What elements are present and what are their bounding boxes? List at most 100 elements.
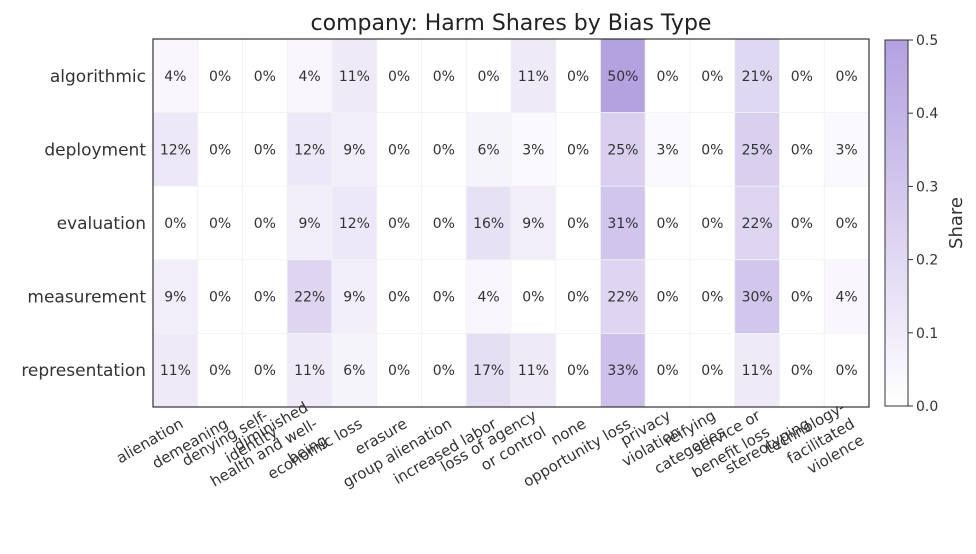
cell-label: 0% <box>388 290 410 306</box>
heatmap-cell <box>689 185 736 261</box>
heatmap-cell <box>331 332 378 408</box>
cell-label: 12% <box>339 216 370 232</box>
cell-label: 11% <box>742 363 773 379</box>
cell-label: 0% <box>254 216 276 232</box>
colorbar-tick-label: 0.1 <box>916 326 938 342</box>
cell-label: 12% <box>294 142 325 158</box>
cell-label: 0% <box>478 69 500 85</box>
heatmap-cell <box>286 332 333 408</box>
colorbar-label: Share <box>946 197 967 249</box>
cell-label: 0% <box>701 216 723 232</box>
heatmap-cell <box>734 185 780 261</box>
cell-label: 12% <box>160 142 191 158</box>
cell-label: 0% <box>791 142 813 158</box>
cell-label: 0% <box>657 69 679 85</box>
cell-label: 33% <box>607 363 638 379</box>
heatmap-cells: 4% 0% 0% 4% 11% 0% 0% 0% 11% 0% 50% 0% 0% 21% 0% 0% 12% 0… <box>152 38 870 408</box>
heatmap-cell <box>286 38 333 113</box>
cell-label: 9% <box>299 216 321 232</box>
cell-label: 0% <box>567 363 589 379</box>
heatmap-cell <box>421 112 467 187</box>
cell-label: 0% <box>209 363 231 379</box>
cell-label: 11% <box>518 69 549 85</box>
heatmap-cell <box>465 332 512 408</box>
row-label: evaluation <box>57 214 146 234</box>
heatmap-cell <box>152 38 199 113</box>
colorbar-tick-label: 0.4 <box>916 106 938 122</box>
heatmap-cell <box>465 38 512 113</box>
cell-label: 0% <box>209 216 231 232</box>
heatmap-cell <box>510 112 557 187</box>
colorbar-tick-label: 0.5 <box>916 33 938 49</box>
cell-label: 0% <box>701 363 723 379</box>
cell-label: 0% <box>567 216 589 232</box>
heatmap-cell <box>152 259 199 334</box>
heatmap-cell <box>376 185 422 261</box>
cell-label: 0% <box>433 290 455 306</box>
cell-label: 4% <box>836 290 858 306</box>
cell-label: 0% <box>388 363 410 379</box>
cell-label: 0% <box>388 69 410 85</box>
cell-label: 9% <box>343 142 365 158</box>
cell-label: 0% <box>657 290 679 306</box>
row-label: representation <box>21 361 146 381</box>
cell-label: 0% <box>701 142 723 158</box>
plot-frame <box>152 38 870 408</box>
heatmap-cell <box>242 185 288 261</box>
cell-label: 22% <box>294 290 325 306</box>
cell-label: 0% <box>433 216 455 232</box>
cell-label: 11% <box>518 363 549 379</box>
heatmap-cell <box>197 259 243 334</box>
heatmap-cell <box>823 185 870 261</box>
heatmap-cell <box>823 259 870 334</box>
heatmap-cell <box>779 332 825 408</box>
cell-label: 4% <box>164 69 186 85</box>
cell-label: 0% <box>254 290 276 306</box>
cell-label: 22% <box>742 216 773 232</box>
cell-label: 0% <box>791 363 813 379</box>
cell-label: 0% <box>254 142 276 158</box>
heatmap-cell <box>242 112 288 187</box>
cell-label: 0% <box>836 363 858 379</box>
cell-label: 4% <box>299 69 321 85</box>
heatmap-cell <box>600 332 646 408</box>
heatmap-cell <box>644 332 691 408</box>
cell-label: 0% <box>701 69 723 85</box>
cell-label: 31% <box>607 216 638 232</box>
heatmap-cell <box>510 332 557 408</box>
heatmap-cell <box>331 259 378 334</box>
cell-label: 11% <box>294 363 325 379</box>
cell-label: 0% <box>209 142 231 158</box>
cell-label: 30% <box>742 290 773 306</box>
row-label: measurement <box>27 288 146 308</box>
heatmap-cell <box>286 185 333 261</box>
heatmap-cell <box>376 112 422 187</box>
row-labels: algorithmic deployment evaluation measureme… <box>21 67 146 381</box>
colorbar-tick-label: 0.0 <box>916 399 938 415</box>
heatmap-cell <box>376 332 422 408</box>
heatmap-cell <box>779 112 825 187</box>
cell-label: 0% <box>254 363 276 379</box>
cell-label: 0% <box>836 216 858 232</box>
heatmap-cell <box>286 112 333 187</box>
heatmap-cell <box>331 112 378 187</box>
cell-label: 4% <box>478 290 500 306</box>
heatmap-cell <box>644 112 691 187</box>
colorbar-ticks: 0.0 0.1 0.2 0.3 0.4 0.5 <box>908 33 938 415</box>
heatmap-cell <box>734 332 780 408</box>
heatmap-cell <box>242 332 288 408</box>
heatmap-cell <box>600 112 646 187</box>
heatmap-cell <box>600 259 646 334</box>
cell-label: 3% <box>836 142 858 158</box>
cell-label: 17% <box>473 363 504 379</box>
cell-label: 50% <box>607 69 638 85</box>
heatmap-cell <box>376 38 422 113</box>
heatmap-cell <box>421 259 467 334</box>
cell-label: 0% <box>791 69 813 85</box>
heatmap-cell <box>465 259 512 334</box>
cell-label: 0% <box>657 216 679 232</box>
cell-label: 22% <box>607 290 638 306</box>
heatmap-cell <box>600 185 646 261</box>
cell-label: 25% <box>742 142 773 158</box>
